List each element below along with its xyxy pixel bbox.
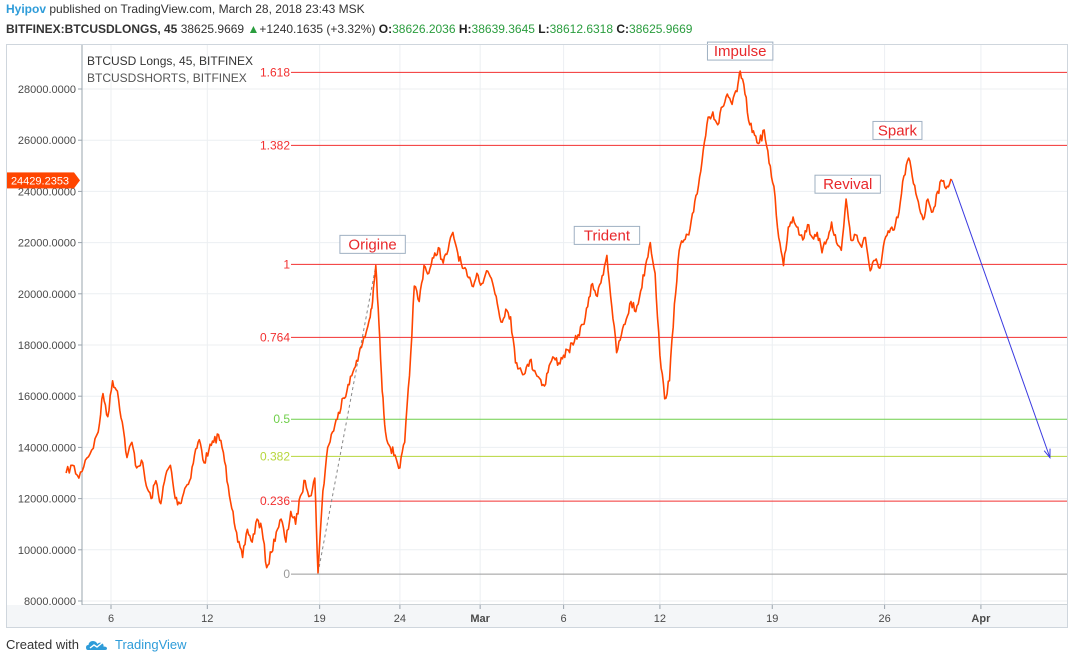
annotation-label: Impulse xyxy=(714,43,767,60)
y-tick-label: 8000.0000 xyxy=(24,596,76,608)
fib-level-label: 1.618 xyxy=(260,65,290,79)
fib-level-label: 0.382 xyxy=(260,449,290,463)
x-tick-label: 19 xyxy=(314,613,326,625)
change-value: +1240.1635 (+3.32%) xyxy=(259,22,376,36)
current-price-tag-pointer xyxy=(74,172,80,189)
fib-level-label: 0.764 xyxy=(260,330,290,344)
annotation-box xyxy=(573,225,641,245)
annotation-label: Revival xyxy=(823,176,872,193)
annotation-label: Spark xyxy=(878,122,918,139)
x-tick-label: 6 xyxy=(561,613,567,625)
footer: Created with TradingView xyxy=(6,637,187,652)
legend-entry-longs: BTCUSD Longs, 45, BITFINEX xyxy=(87,54,253,68)
x-tick-label: 12 xyxy=(201,613,213,625)
annotation-box xyxy=(339,234,406,254)
y-tick-label: 20000.0000 xyxy=(18,289,76,301)
symbol-quote-bar: BITFINEX:BTCUSDLONGS, 45 38625.9669 ▲+12… xyxy=(6,22,692,36)
legend-entry-shorts: BTCUSDSHORTS, BITFINEX xyxy=(87,71,247,85)
x-tick-label: Mar xyxy=(470,613,490,625)
y-tick-label: 12000.0000 xyxy=(18,494,76,506)
low-value: 38612.6318 xyxy=(549,22,614,36)
y-tick-label: 26000.0000 xyxy=(18,135,76,147)
annotation-box xyxy=(814,174,881,194)
high-value: 38639.3645 xyxy=(471,22,535,36)
open-value: 38626.2036 xyxy=(392,22,456,36)
y-tick-label: 28000.0000 xyxy=(18,84,76,96)
x-tick-label: 24 xyxy=(394,613,406,625)
y-tick-label: 10000.0000 xyxy=(18,545,76,557)
fib-level-label: 0 xyxy=(283,567,290,581)
close-label: C: xyxy=(616,22,630,36)
y-tick-label: 14000.0000 xyxy=(18,442,76,454)
fib-level-label: 1 xyxy=(283,257,290,271)
x-tick-label: 6 xyxy=(108,613,114,625)
y-tick-label: 22000.0000 xyxy=(18,238,76,250)
tradingview-cloud-icon xyxy=(85,640,107,650)
y-tick-label: 18000.0000 xyxy=(18,340,76,352)
projection-arrow-line xyxy=(951,180,1051,458)
y-tick-label: 16000.0000 xyxy=(18,391,76,403)
current-price-label: 24429.2353 xyxy=(11,175,69,187)
annotation-label: Origine xyxy=(348,236,396,253)
x-axis-band xyxy=(7,605,1067,628)
price-series-line xyxy=(65,70,953,574)
x-tick-label: 12 xyxy=(654,613,666,625)
annotation-label: Trident xyxy=(584,227,631,244)
y-tick-label: 24000.0000 xyxy=(18,186,76,198)
open-label: O: xyxy=(378,22,393,36)
symbol-label: BITFINEX:BTCUSDLONGS, 45 xyxy=(6,22,178,36)
annotation-box xyxy=(872,120,923,140)
publish-info: Hyipov published on TradingView.com, Mar… xyxy=(6,2,365,16)
fib-level-label: 0.5 xyxy=(273,412,290,426)
shorts-series-line xyxy=(317,265,377,573)
x-tick-label: Apr xyxy=(971,613,991,625)
x-tick-label: 26 xyxy=(878,613,890,625)
created-with-label: Created with xyxy=(6,637,79,652)
projection-arrow-head xyxy=(1043,448,1051,460)
fib-level-label: 0.236 xyxy=(260,494,290,508)
change-arrow-icon: ▲ xyxy=(247,22,260,36)
last-price: 38625.9669 xyxy=(180,22,245,36)
publish-text: published on TradingView.com, March 28, … xyxy=(49,2,365,16)
current-price-tag xyxy=(7,172,74,189)
tradingview-link[interactable]: TradingView xyxy=(114,637,187,652)
high-label: H: xyxy=(458,22,472,36)
author-link[interactable]: Hyipov xyxy=(6,2,47,16)
x-tick-label: 19 xyxy=(766,613,778,625)
fib-level-label: 1.382 xyxy=(260,138,290,152)
close-value: 38625.9669 xyxy=(629,22,693,36)
annotation-box xyxy=(706,41,774,61)
low-label: L: xyxy=(538,22,550,36)
